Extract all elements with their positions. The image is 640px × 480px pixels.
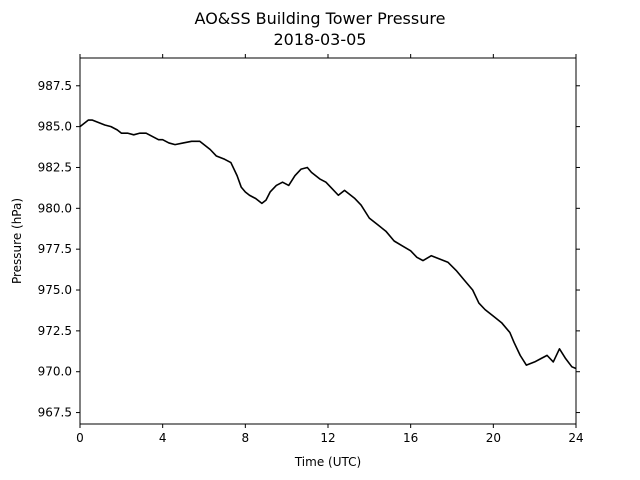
x-tick-label: 20 (486, 431, 501, 445)
chart-title: AO&SS Building Tower Pressure (195, 9, 446, 28)
y-tick-label: 985.0 (38, 120, 72, 134)
y-tick-label: 987.5 (38, 79, 72, 93)
axis-ticks (76, 54, 580, 428)
x-tick-label: 12 (320, 431, 335, 445)
x-tick-label: 8 (242, 431, 250, 445)
x-tick-label: 4 (159, 431, 167, 445)
x-axis-label: Time (UTC) (294, 455, 361, 469)
x-tick-label: 0 (76, 431, 84, 445)
series-line (79, 119, 577, 370)
tick-labels: 0 4 8 12 16 20 24 967.5 970.0 972.5 975.0 977.5 980.… (38, 79, 584, 445)
y-tick-label: 972.5 (38, 324, 72, 338)
y-tick-label: 980.0 (38, 201, 72, 215)
x-tick-label: 24 (568, 431, 583, 445)
y-tick-label: 967.5 (38, 406, 72, 420)
chart-subtitle: 2018-03-05 (274, 30, 367, 49)
y-tick-label: 982.5 (38, 160, 72, 174)
y-tick-label: 970.0 (38, 365, 72, 379)
y-tick-label: 975.0 (38, 283, 72, 297)
plot-frame (79, 57, 577, 425)
y-tick-label: 977.5 (38, 242, 72, 256)
x-tick-label: 16 (403, 431, 418, 445)
y-axis-label: Pressure (hPa) (10, 198, 24, 284)
